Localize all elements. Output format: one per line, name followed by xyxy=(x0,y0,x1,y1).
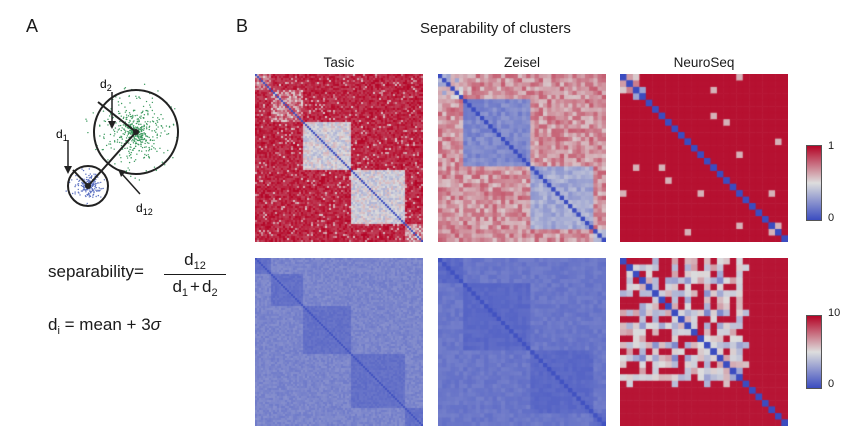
d1-label: d1 xyxy=(56,127,68,143)
heatmap-neuroseq-top xyxy=(620,74,788,242)
cluster-distance-diagram: d1 d2 d12 xyxy=(56,77,179,217)
arrow-icon xyxy=(118,169,126,177)
column-title-tasic: Tasic xyxy=(323,55,355,70)
formula-fraction: d12 d1 + d2 xyxy=(164,250,226,299)
heatmap-tasic-bottom xyxy=(255,258,423,426)
formula-equals: = xyxy=(134,262,144,281)
formula-numerator: d12 xyxy=(164,250,226,275)
heatmap-zeisel-bottom xyxy=(438,258,606,426)
d1-radius-line xyxy=(72,169,89,187)
heatmap-zeisel-top xyxy=(438,74,606,242)
colorbar-top-min: 0 xyxy=(828,212,835,224)
colorbar-top xyxy=(806,145,822,221)
d12-line xyxy=(87,131,137,187)
formula-denominator: d1 + d2 xyxy=(172,277,218,299)
column-title-zeisel: Zeisel xyxy=(503,55,540,70)
large-cluster-points xyxy=(85,83,178,181)
heatmap-tasic-top xyxy=(255,74,423,242)
arrow-icon xyxy=(64,166,72,174)
figure-title: Separability of clusters xyxy=(420,20,571,37)
colorbar-top-max: 1 xyxy=(828,140,835,152)
heatmap-neuroseq-bottom xyxy=(620,258,788,426)
colorbar-bottom-max: 10 xyxy=(828,307,841,319)
di-definition: di = mean + 3σ xyxy=(48,315,161,337)
small-cluster-circle xyxy=(67,165,109,207)
colorbar-bottom xyxy=(806,315,822,389)
d12-label: d12 xyxy=(136,201,153,217)
separability-formula: separability= xyxy=(48,262,144,282)
formula-lhs: separability xyxy=(48,262,134,281)
column-title-neuroseq: NeuroSeq xyxy=(673,55,735,70)
large-cluster-circle xyxy=(93,89,179,175)
panel-label-a: A xyxy=(26,16,39,36)
colorbar-bottom-min: 0 xyxy=(828,378,835,390)
large-cluster-center xyxy=(133,129,139,135)
panel-label-b: B xyxy=(236,16,249,36)
arrow-icon xyxy=(108,121,116,129)
d2-radius-line xyxy=(97,101,137,133)
d2-label: d2 xyxy=(100,77,112,93)
small-cluster-center xyxy=(85,183,91,189)
